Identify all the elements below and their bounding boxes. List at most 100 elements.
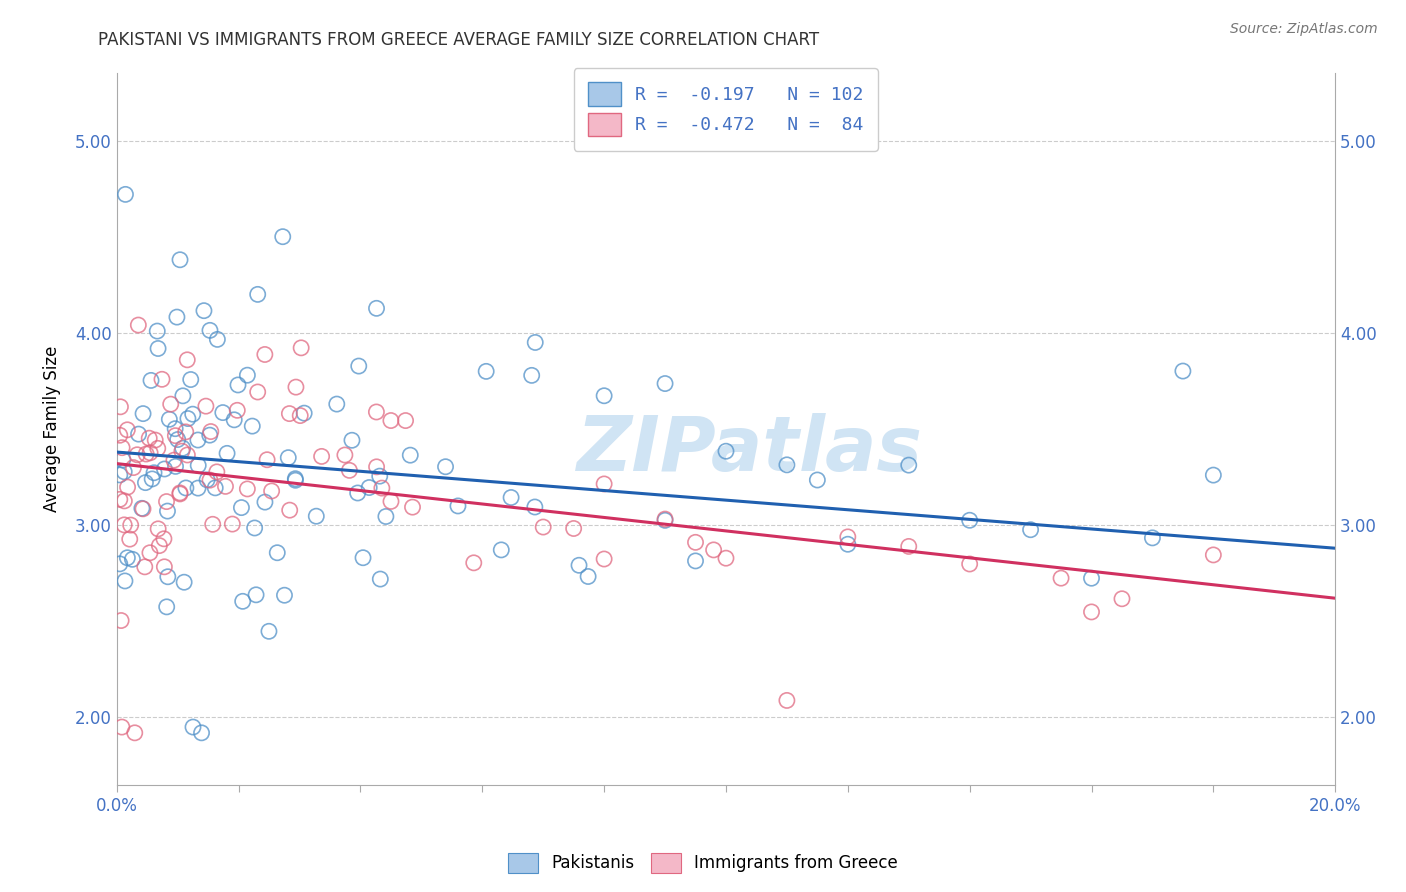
Point: [139, 373, 162, 387]
Point: [156, 570, 179, 584]
Point: [108, 557, 131, 571]
Point: [654, 376, 676, 391]
Point: [174, 425, 197, 439]
Point: [111, 452, 134, 467]
Point: [132, 407, 155, 421]
Y-axis label: Average Family Size: Average Family Size: [44, 346, 60, 512]
Point: [153, 462, 176, 476]
Point: [114, 574, 136, 588]
Point: [576, 569, 599, 583]
Point: [371, 481, 394, 495]
Point: [207, 332, 229, 346]
Point: [198, 323, 221, 337]
Point: [146, 324, 169, 338]
Point: [205, 465, 228, 479]
Point: [169, 486, 191, 500]
Point: [368, 469, 391, 483]
Point: [121, 552, 143, 566]
Point: [170, 444, 193, 458]
Point: [112, 517, 135, 532]
Point: [1202, 548, 1225, 562]
Point: [128, 427, 150, 442]
Point: [165, 422, 187, 436]
Point: [246, 287, 269, 301]
Point: [260, 483, 283, 498]
Point: [166, 433, 188, 447]
Point: [153, 559, 176, 574]
Point: [108, 492, 131, 507]
Point: [685, 535, 707, 549]
Point: [284, 380, 307, 394]
Point: [134, 475, 156, 490]
Point: [339, 463, 361, 477]
Point: [120, 518, 142, 533]
Point: [347, 359, 370, 373]
Point: [132, 501, 155, 516]
Point: [112, 494, 135, 508]
Point: [165, 459, 187, 474]
Point: [201, 517, 224, 532]
Point: [135, 447, 157, 461]
Point: [214, 479, 236, 493]
Point: [292, 406, 315, 420]
Point: [366, 405, 388, 419]
Point: [284, 473, 307, 487]
Point: [198, 428, 221, 442]
Point: [117, 480, 139, 494]
Point: [226, 378, 249, 392]
Point: [374, 509, 396, 524]
Legend: R =  -0.197   N = 102, R =  -0.472   N =  84: R = -0.197 N = 102, R = -0.472 N = 84: [574, 68, 879, 151]
Point: [111, 441, 134, 455]
Point: [111, 720, 134, 734]
Point: [176, 448, 198, 462]
Point: [959, 513, 981, 527]
Point: [524, 335, 547, 350]
Point: [127, 318, 149, 332]
Point: [475, 364, 498, 378]
Point: [159, 397, 181, 411]
Point: [562, 521, 585, 535]
Point: [245, 588, 267, 602]
Point: [654, 512, 676, 526]
Point: [110, 400, 132, 414]
Point: [266, 546, 288, 560]
Point: [257, 624, 280, 639]
Point: [359, 481, 381, 495]
Point: [181, 720, 204, 734]
Point: [180, 372, 202, 386]
Point: [1050, 571, 1073, 585]
Point: [141, 472, 163, 486]
Point: [1202, 468, 1225, 483]
Point: [352, 550, 374, 565]
Point: [401, 500, 423, 515]
Point: [114, 187, 136, 202]
Point: [434, 459, 457, 474]
Point: [520, 368, 543, 383]
Text: ZIPatlas: ZIPatlas: [578, 413, 924, 487]
Point: [146, 522, 169, 536]
Point: [231, 500, 253, 515]
Point: [187, 481, 209, 495]
Point: [501, 491, 523, 505]
Point: [124, 726, 146, 740]
Point: [108, 428, 131, 442]
Point: [156, 599, 179, 614]
Point: [897, 458, 920, 472]
Point: [146, 342, 169, 356]
Point: [163, 453, 186, 467]
Point: [146, 442, 169, 456]
Point: [311, 450, 333, 464]
Point: [117, 550, 139, 565]
Point: [593, 477, 616, 491]
Point: [776, 693, 799, 707]
Point: [333, 448, 356, 462]
Point: [837, 530, 859, 544]
Point: [685, 554, 707, 568]
Point: [305, 509, 328, 524]
Point: [174, 481, 197, 495]
Point: [463, 556, 485, 570]
Point: [1142, 531, 1164, 545]
Point: [181, 407, 204, 421]
Point: [217, 446, 239, 460]
Point: [959, 557, 981, 571]
